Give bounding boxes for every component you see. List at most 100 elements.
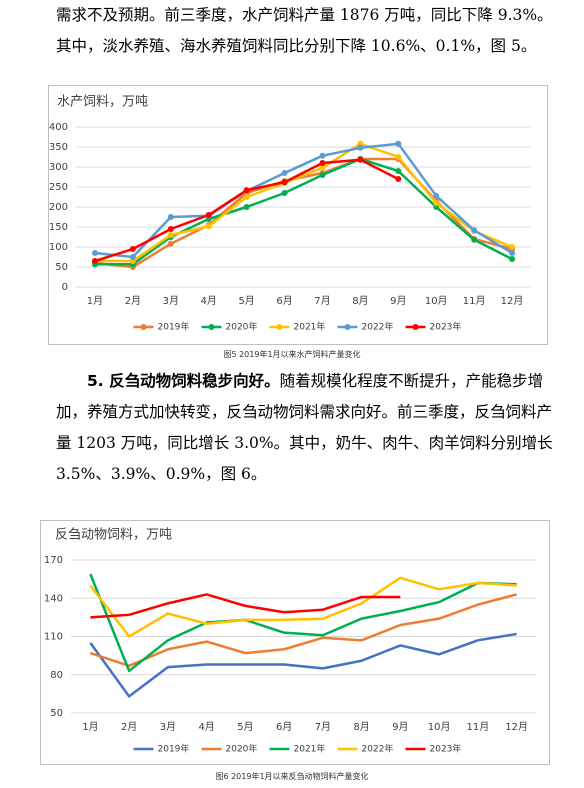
caption: 图5 2019年1月以来水产饲料产量变化: [223, 350, 361, 359]
legend-label: 2021年: [294, 743, 326, 755]
y-tick-label: 110: [44, 632, 63, 643]
y-tick-label: 400: [49, 122, 68, 133]
legend-label: 2023年: [430, 321, 462, 333]
x-tick-label: 2月: [125, 295, 141, 307]
x-tick-label: 5月: [237, 721, 253, 733]
x-tick-label: 11月: [467, 721, 490, 733]
legend-marker: [344, 324, 351, 330]
caption: 图6 2019年1月以来反刍动物饲料产量变化: [215, 772, 369, 781]
x-tick-label: 6月: [276, 295, 292, 307]
x-tick-label: 4月: [198, 721, 214, 733]
marker: [395, 168, 402, 174]
y-tick-label: 250: [49, 182, 68, 193]
chart-title: 反刍动物饲料，万吨: [55, 528, 172, 543]
marker: [91, 258, 98, 264]
y-tick-label: 200: [49, 202, 68, 213]
line: [94, 142, 513, 259]
marker: [395, 176, 402, 182]
marker: [509, 244, 516, 250]
legend-marker: [140, 324, 147, 330]
legend-label: 2020年: [226, 321, 258, 333]
x-tick-label: 12月: [505, 721, 528, 733]
y-tick-label: 350: [49, 142, 68, 153]
y-tick-label: 100: [49, 242, 68, 253]
x-tick-label: 9月: [392, 721, 408, 733]
marker: [167, 232, 174, 238]
x-tick-label: 11月: [463, 295, 486, 307]
legend-label: 2020年: [226, 743, 258, 755]
x-tick-label: 8月: [353, 721, 369, 733]
marker: [243, 187, 250, 194]
marker: [471, 236, 478, 243]
marker: [91, 250, 98, 256]
legend-marker: [276, 324, 283, 330]
chart: 水产饲料，万吨 0 50 100 150 200 250 300 350 400 1月 2月 3月 4月 5…: [48, 85, 548, 345]
y-tick-label: 50: [55, 262, 68, 273]
marker: [319, 152, 326, 159]
marker: [167, 226, 174, 232]
marker: [433, 200, 440, 206]
y-tick-label: 0: [62, 282, 68, 293]
chart: 反刍动物饲料，万吨 50 80 110 140 170 1月 2月 3月 4月 5月 6月 7月 8月 9月…: [40, 520, 550, 765]
marker: [129, 246, 136, 252]
marker: [509, 250, 516, 256]
x-tick-label: 8月: [352, 295, 368, 307]
x-tick-label: 3月: [160, 721, 176, 733]
x-tick-label: 12月: [501, 295, 524, 307]
marker: [357, 144, 364, 151]
y-tick-label: 80: [50, 670, 63, 681]
x-tick-label: 9月: [390, 295, 406, 307]
x-tick-label: 10月: [428, 721, 451, 733]
marker: [319, 160, 326, 166]
heading: 5. 反刍动物饲料稳步向好。: [87, 372, 280, 390]
legend-marker: [208, 324, 215, 330]
x-tick-label: 2月: [121, 721, 137, 733]
marker: [205, 223, 212, 230]
marker: [281, 179, 288, 186]
x-tick-label: 4月: [201, 295, 217, 307]
marker: [167, 214, 174, 220]
marker: [205, 212, 212, 218]
marker: [243, 204, 250, 210]
legend-label: 2019年: [158, 321, 190, 333]
marker: [319, 164, 326, 171]
line: [89, 576, 517, 638]
paragraph-text: 随着规模化程度不断提升，产能稳步增加，养殖方式加快转变，反刍动物饲料需求向好。前…: [56, 372, 553, 483]
y-tick-label: 50: [50, 708, 63, 719]
legend-label: 2021年: [294, 321, 326, 333]
y-tick-label: 300: [49, 162, 68, 173]
marker: [243, 194, 250, 200]
line: [89, 573, 517, 673]
line: [89, 632, 517, 698]
line: [89, 593, 517, 668]
legend-label: 2022年: [362, 321, 394, 333]
y-tick-label: 150: [49, 222, 68, 233]
legend-marker: [412, 324, 419, 330]
line: [94, 157, 513, 266]
x-tick-label: 3月: [163, 295, 179, 307]
x-tick-label: 1月: [82, 721, 98, 733]
legend-label: 2019年: [158, 743, 190, 755]
chart-title: 水产饲料，万吨: [57, 95, 148, 110]
marker: [281, 170, 288, 176]
marker: [281, 190, 288, 196]
legend-label: 2022年: [362, 743, 394, 755]
x-tick-label: 1月: [87, 295, 103, 307]
x-tick-label: 7月: [314, 295, 330, 307]
marker: [395, 140, 402, 147]
marker: [319, 172, 326, 178]
marker: [471, 227, 478, 234]
paragraph: 5. 反刍动物饲料稳步向好。随着规模化程度不断提升，产能稳步增加，养殖方式加快转…: [56, 366, 556, 490]
marker: [509, 256, 516, 262]
line: [94, 142, 513, 263]
paragraph: 需求不及预期。前三季度，水产饲料产量 1876 万吨，同比下降 9.3%。其中，…: [56, 6, 553, 55]
marker: [167, 240, 174, 247]
marker: [357, 156, 364, 163]
legend-label: 2023年: [430, 743, 462, 755]
marker: [433, 192, 440, 199]
marker: [395, 154, 402, 160]
marker: [129, 254, 136, 260]
y-tick-label: 170: [44, 555, 63, 566]
line: [90, 593, 401, 619]
